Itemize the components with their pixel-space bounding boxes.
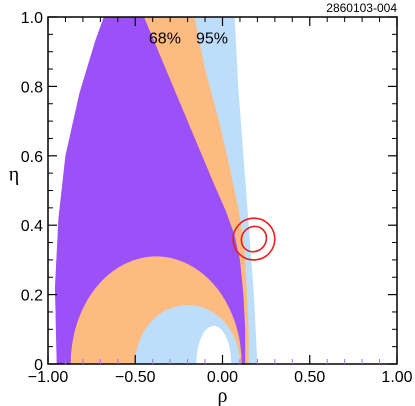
y-tick-label: 0.4 (21, 218, 43, 235)
y-tick-label: 0.6 (21, 149, 43, 166)
x-tick-label: 1.00 (381, 369, 412, 386)
y-tick-label: 0 (34, 357, 43, 374)
region-label-95pct: 95% (196, 30, 228, 47)
x-axis-label: ρ (218, 385, 228, 406)
region-labels: 95% 68% (149, 30, 228, 47)
y-tick-label: 1.0 (21, 10, 43, 27)
axis-ticks: −1.00 −0.50 0.00 0.50 1.00 0 0.2 0.4 0.6 0.8 1.0 (21, 10, 413, 386)
x-tick-label: 0.00 (207, 369, 238, 386)
x-tick-label: −0.50 (115, 369, 156, 386)
figure-id: 2860103-004 (326, 1, 397, 15)
inner-white-arc (196, 325, 232, 364)
y-tick-label: 0.8 (21, 79, 43, 96)
y-axis-label: η (9, 164, 19, 186)
x-tick-label: −1.00 (28, 369, 69, 386)
y-tick-label: 0.2 (21, 288, 43, 305)
measurement-ellipses (232, 217, 276, 261)
x-tick-label: 0.50 (294, 369, 325, 386)
confidence-regions (54, 17, 258, 364)
measurement-inner (240, 225, 268, 253)
measurement-outer (232, 217, 276, 261)
region-label-68pct: 68% (149, 30, 181, 47)
